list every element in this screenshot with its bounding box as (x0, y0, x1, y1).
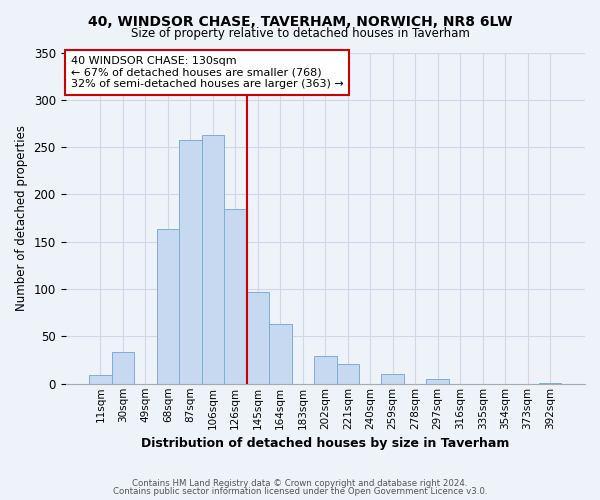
Y-axis label: Number of detached properties: Number of detached properties (15, 125, 28, 311)
Bar (112, 352, 134, 384)
Text: Contains HM Land Registry data © Crown copyright and database right 2024.: Contains HM Land Registry data © Crown c… (132, 478, 468, 488)
Text: 40 WINDSOR CHASE: 130sqm
← 67% of detached houses are smaller (768)
32% of semi-: 40 WINDSOR CHASE: 130sqm ← 67% of detach… (71, 56, 343, 89)
X-axis label: Distribution of detached houses by size in Taverham: Distribution of detached houses by size … (141, 437, 509, 450)
Bar (314, 356, 337, 384)
Bar (382, 374, 404, 384)
Bar (179, 140, 202, 384)
Bar (427, 379, 449, 384)
Bar (224, 208, 247, 384)
Text: Size of property relative to detached houses in Taverham: Size of property relative to detached ho… (131, 28, 469, 40)
Bar (337, 364, 359, 384)
Bar (89, 375, 112, 384)
Bar (157, 230, 179, 384)
Bar (202, 135, 224, 384)
Text: 40, WINDSOR CHASE, TAVERHAM, NORWICH, NR8 6LW: 40, WINDSOR CHASE, TAVERHAM, NORWICH, NR… (88, 15, 512, 29)
Bar (247, 292, 269, 384)
Bar (539, 383, 562, 384)
Text: Contains public sector information licensed under the Open Government Licence v3: Contains public sector information licen… (113, 487, 487, 496)
Bar (269, 324, 292, 384)
